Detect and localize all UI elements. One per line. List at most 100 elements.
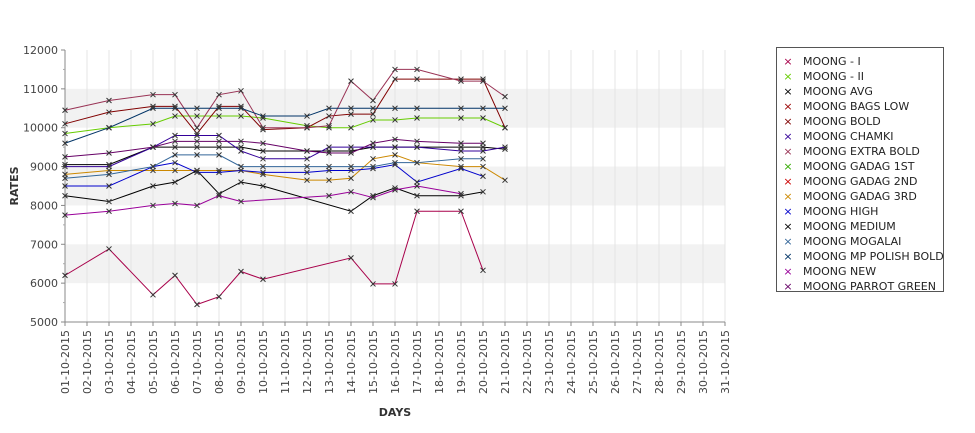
legend-item: × MOONG MEDIUM [783, 219, 896, 234]
data-point [194, 113, 200, 119]
legend-label: MOONG - II [803, 70, 865, 83]
series-line [64, 154, 483, 179]
data-point [172, 91, 178, 98]
data-point [238, 179, 244, 185]
series-14 [62, 183, 464, 218]
data-point [458, 105, 464, 112]
legend-item: × MOONG GADAG 1ST [783, 159, 914, 174]
chart-legend: × MOONG - I × MOONG - II × MOONG AVG × MOONG BA… [776, 47, 944, 294]
data-point [260, 169, 266, 176]
legend-item: × MOONG AVG [783, 84, 873, 99]
data-point [106, 150, 112, 156]
data-point [106, 97, 112, 104]
data-point [326, 177, 332, 184]
y-tick-label: 5000 [30, 316, 58, 329]
data-point [216, 138, 222, 145]
y-tick-label: 8000 [30, 199, 58, 212]
legend-label: MOONG HIGH [803, 205, 879, 218]
legend-item: × MOONG PARROT GREEN [783, 279, 936, 294]
series-0 [62, 208, 486, 308]
data-point [480, 140, 486, 147]
data-point [348, 208, 354, 215]
data-point [480, 163, 486, 170]
x-tick-label: 05-10-2015 [147, 330, 160, 394]
y-axis-label: RATES [8, 166, 21, 205]
legend-marker-icon: × [783, 70, 793, 83]
data-point [150, 91, 156, 98]
data-point [392, 159, 398, 166]
data-point [370, 194, 376, 201]
data-point [304, 155, 310, 162]
data-point [392, 144, 398, 150]
data-point [216, 293, 222, 300]
x-tick-label: 30-10-2015 [697, 330, 710, 394]
legend-label: MOONG BOLD [803, 115, 881, 128]
series-12 [62, 152, 486, 182]
series-line [64, 169, 484, 212]
data-point [62, 192, 68, 199]
data-point [62, 272, 68, 279]
series-9 [62, 152, 508, 184]
data-point [326, 122, 332, 129]
data-point [216, 113, 222, 119]
data-point [194, 169, 200, 176]
data-point [370, 111, 376, 117]
legend-marker-icon: × [783, 205, 793, 218]
data-point [106, 208, 112, 215]
data-point [348, 105, 354, 112]
x-axis-label: DAYS [379, 406, 412, 419]
x-tick-label: 12-10-2015 [301, 330, 314, 394]
data-point [260, 276, 266, 283]
legend-item: × MOONG MP POLISH BOLD [783, 249, 943, 264]
data-point [392, 136, 398, 143]
x-tick-label: 29-10-2015 [675, 330, 688, 394]
legend-marker-icon: × [783, 160, 793, 173]
series-5 [62, 132, 508, 170]
x-tick-labels: 01-10-2015 02-10-2015 03-10-2015 04-10-2015… [59, 330, 732, 394]
x-tick-label: 11-10-2015 [279, 330, 292, 394]
x-tick-label: 31-10-2015 [719, 330, 732, 394]
data-point [414, 208, 420, 215]
data-point [458, 115, 464, 121]
data-point [480, 115, 486, 121]
legend-marker-icon: × [783, 280, 793, 293]
series-15 [62, 136, 486, 160]
data-point [62, 140, 68, 147]
data-point [304, 163, 310, 170]
series-lines [62, 66, 508, 308]
data-point [194, 132, 200, 139]
data-point [62, 154, 68, 160]
data-point [260, 155, 266, 162]
legend-marker-icon: × [783, 55, 793, 68]
data-point [348, 144, 354, 150]
x-tick-label: 15-10-2015 [367, 330, 380, 394]
data-point [62, 107, 68, 114]
legend-marker-icon: × [783, 130, 793, 143]
x-tick-label: 17-10-2015 [411, 330, 424, 394]
legend-label: MOONG MOGALAI [803, 235, 902, 248]
legend-item: × MOONG GADAG 3RD [783, 189, 916, 204]
legend-item: × MOONG CHAMKI [783, 129, 893, 144]
data-point [326, 150, 332, 156]
data-point [304, 148, 310, 154]
data-point [326, 192, 332, 199]
data-point [392, 66, 398, 73]
data-point [260, 163, 266, 170]
data-point [458, 192, 464, 199]
x-tick-label: 13-10-2015 [323, 330, 336, 394]
data-point [414, 66, 420, 73]
data-point [194, 144, 200, 150]
data-point [392, 187, 398, 193]
data-point [458, 208, 464, 215]
data-point [62, 175, 68, 182]
legend-item: × MOONG - II [783, 69, 864, 84]
data-point [194, 124, 200, 131]
data-point [238, 148, 244, 154]
data-point [106, 109, 112, 116]
data-point [502, 124, 508, 131]
legend-label: MOONG MEDIUM [803, 220, 896, 233]
data-point [304, 169, 310, 176]
legend-label: MOONG CHAMKI [803, 130, 894, 143]
data-point [414, 192, 420, 199]
